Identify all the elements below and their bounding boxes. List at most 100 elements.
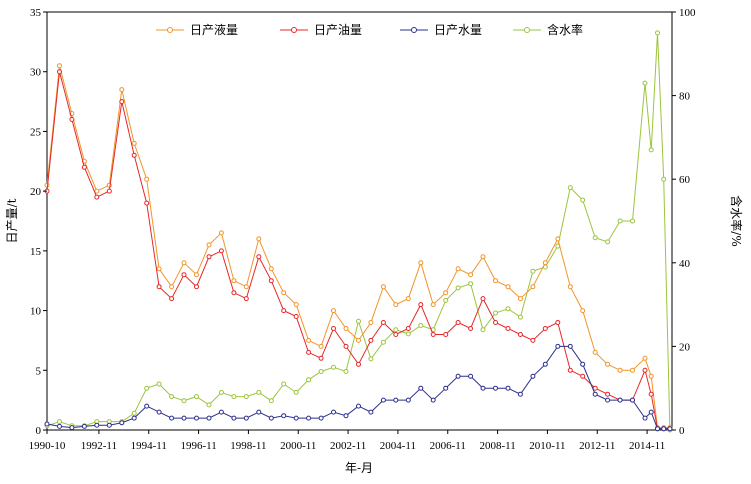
series-3-point-2003-04 bbox=[356, 403, 361, 409]
series-1-point-1998-04 bbox=[231, 278, 237, 284]
series-3-point-2014-04 bbox=[630, 397, 635, 403]
series-2-point-1993-04 bbox=[106, 188, 112, 194]
series-1-point-2005-10 bbox=[418, 260, 424, 266]
series-4-point-2000-10 bbox=[293, 389, 299, 395]
series-4-point-2002-04 bbox=[331, 364, 336, 370]
series-3-point-2004-10 bbox=[393, 397, 399, 403]
series-4-point-2011-10 bbox=[567, 185, 573, 191]
series-4-point-2005-10 bbox=[418, 323, 424, 328]
series-2-point-1991-04 bbox=[57, 69, 62, 75]
series-4-point-2008-04 bbox=[480, 327, 486, 333]
series-4 bbox=[44, 30, 673, 433]
series-3-point-2014-10 bbox=[642, 415, 648, 421]
series-4-point-2015-07 bbox=[661, 176, 667, 182]
series-3-point-2008-10 bbox=[493, 385, 498, 391]
series-4-point-1997-04 bbox=[206, 402, 212, 408]
series-4-point-2001-10 bbox=[318, 369, 324, 374]
series-4-point-2007-10 bbox=[468, 281, 474, 287]
series-2-point-1994-10 bbox=[144, 200, 150, 206]
x-tick-label-2004-11: 2004-11 bbox=[380, 440, 416, 452]
x-tick-label-2008-11: 2008-11 bbox=[479, 440, 515, 452]
series-4-point-2009-04 bbox=[505, 306, 511, 312]
series-4-line bbox=[46, 32, 671, 431]
series-2-point-1992-10 bbox=[94, 194, 100, 200]
series-2-point-2002-04 bbox=[331, 326, 336, 331]
series-4-point-2014-10 bbox=[642, 80, 648, 86]
series-3-point-1990-10 bbox=[44, 421, 50, 427]
series-2-point-1997-04 bbox=[206, 254, 212, 260]
series-4-point-1994-04 bbox=[131, 410, 137, 416]
series-1-point-1998-10 bbox=[243, 284, 249, 290]
series-2-point-2011-10 bbox=[567, 367, 573, 373]
y-right-tick-label-20: 20 bbox=[679, 341, 691, 353]
series-3-point-2000-10 bbox=[293, 415, 299, 421]
series-4-point-2012-10 bbox=[592, 235, 598, 241]
series-4-point-2002-10 bbox=[343, 369, 349, 374]
series-2-point-1999-04 bbox=[256, 254, 262, 260]
series-1-point-1994-10 bbox=[144, 176, 150, 182]
series-3-point-1996-04 bbox=[181, 415, 187, 421]
series-2-point-2006-04 bbox=[430, 332, 436, 337]
series-4-point-2003-10 bbox=[368, 356, 374, 362]
series-3-point-2002-04 bbox=[331, 409, 336, 415]
series-4-point-2004-10 bbox=[393, 327, 399, 333]
series-1-point-2003-10 bbox=[368, 320, 374, 325]
series-2-point-1991-10 bbox=[69, 117, 75, 122]
series-4-point-2008-10 bbox=[493, 310, 498, 316]
series-2-point-2001-04 bbox=[306, 349, 312, 355]
series-4-point-2015-04 bbox=[655, 30, 660, 36]
series-3-point-1992-04 bbox=[81, 423, 87, 429]
series-3-line bbox=[46, 345, 670, 430]
series-3-point-2001-10 bbox=[318, 415, 324, 421]
series-3-point-1999-04 bbox=[256, 409, 262, 415]
series-1-point-2013-04 bbox=[605, 361, 611, 367]
series-2 bbox=[44, 69, 673, 432]
series-4-point-1998-10 bbox=[243, 394, 249, 400]
series-2-point-2007-04 bbox=[455, 320, 461, 325]
legend-swatch-marker-3 bbox=[411, 27, 417, 33]
series-4-point-1995-10 bbox=[169, 394, 175, 400]
series-1-point-2013-10 bbox=[617, 367, 623, 373]
series-3-point-2006-10 bbox=[443, 385, 449, 391]
series-4-point-2015-01 bbox=[648, 147, 654, 153]
series-1-point-2010-04 bbox=[530, 284, 536, 290]
legend-label-3: 日产水量 bbox=[434, 23, 482, 37]
y-left-tick-label-35: 35 bbox=[30, 7, 42, 19]
legend-swatch-marker-2 bbox=[291, 27, 297, 33]
series-3-point-2013-10 bbox=[617, 397, 623, 403]
series-4-point-2006-10 bbox=[443, 297, 449, 303]
series-1-point-2011-10 bbox=[567, 284, 573, 290]
series-1-point-1995-04 bbox=[156, 266, 162, 272]
series-3-point-2010-10 bbox=[542, 361, 548, 367]
series-1-point-2002-04 bbox=[331, 308, 336, 314]
legend: 日产液量 日产油量 日产水量 含水率 bbox=[156, 22, 583, 37]
series-4-point-2013-10 bbox=[617, 218, 623, 224]
series-2-point-2015-01 bbox=[648, 391, 654, 397]
series-2-point-2001-10 bbox=[318, 355, 324, 361]
y-left-tick-label-15: 15 bbox=[30, 246, 42, 258]
y-left-tick-label-0: 0 bbox=[36, 425, 42, 437]
series-3-point-1993-10 bbox=[119, 420, 125, 426]
series-1-point-1996-10 bbox=[194, 272, 199, 278]
series-3-point-2005-04 bbox=[405, 397, 411, 403]
series-1-point-1996-04 bbox=[181, 260, 187, 266]
series-1-point-2009-04 bbox=[505, 284, 511, 290]
series-3-point-1995-10 bbox=[169, 415, 175, 421]
series-2-point-1992-04 bbox=[81, 164, 87, 170]
series-2-point-2006-10 bbox=[443, 332, 449, 337]
series-3-point-1992-10 bbox=[94, 422, 100, 428]
series-2-point-1996-04 bbox=[181, 272, 187, 278]
series-2-point-2000-10 bbox=[293, 314, 299, 319]
y-left-tick-label-10: 10 bbox=[30, 306, 42, 318]
series-1-point-1995-10 bbox=[169, 284, 175, 290]
series-2-point-2010-10 bbox=[542, 326, 548, 331]
series-2-point-2004-04 bbox=[380, 320, 386, 325]
series-4-point-2005-04 bbox=[405, 331, 411, 337]
series-2-point-1998-04 bbox=[231, 290, 237, 296]
series-3-point-2012-10 bbox=[592, 391, 598, 397]
series-2-line bbox=[46, 71, 670, 430]
series-2-point-2013-04 bbox=[605, 391, 611, 397]
series-3-point-2008-04 bbox=[480, 385, 486, 391]
series-2-point-2009-10 bbox=[517, 332, 523, 337]
series-3-point-1999-10 bbox=[268, 415, 274, 421]
